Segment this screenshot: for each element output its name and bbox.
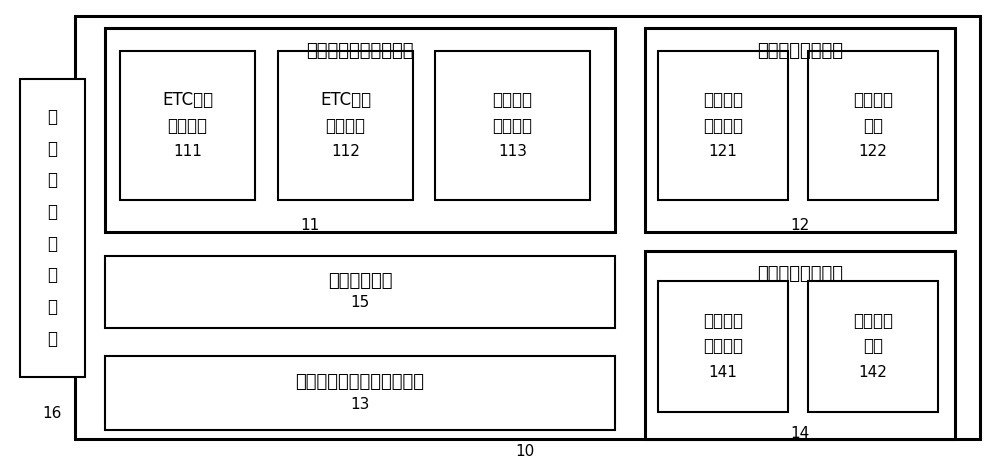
Text: 射频模块: 射频模块: [703, 117, 743, 134]
Text: 16: 16: [42, 406, 62, 421]
Bar: [435, 51, 590, 200]
Bar: [658, 51, 788, 200]
Text: 113: 113: [498, 144, 527, 159]
Text: 车地无线通信模块: 车地无线通信模块: [757, 42, 843, 60]
Text: 121: 121: [709, 144, 737, 159]
Bar: [808, 51, 938, 200]
Text: 14: 14: [790, 426, 810, 441]
Text: 10: 10: [515, 444, 535, 458]
Text: 车地通信: 车地通信: [853, 91, 893, 109]
Text: 人: 人: [48, 108, 58, 126]
Text: 射频模块: 射频模块: [703, 338, 743, 355]
Bar: [808, 281, 938, 412]
Text: 块: 块: [48, 330, 58, 347]
Text: 面: 面: [48, 266, 58, 284]
Bar: [120, 51, 255, 200]
Text: 112: 112: [331, 144, 360, 159]
Text: 车内无线通信模块: 车内无线通信模块: [757, 266, 843, 283]
Text: 车地无线: 车地无线: [703, 91, 743, 109]
Text: 扩展业务终端接入管理模块: 扩展业务终端接入管理模块: [296, 373, 424, 391]
Text: ETC发放: ETC发放: [320, 91, 371, 109]
Bar: [105, 28, 615, 232]
Text: 141: 141: [709, 365, 737, 379]
Text: 车内通信: 车内通信: [853, 312, 893, 330]
Text: 15: 15: [350, 295, 370, 311]
Bar: [645, 28, 955, 232]
Text: 车内无线: 车内无线: [703, 312, 743, 330]
Text: 内部交换总线: 内部交换总线: [328, 272, 392, 290]
Text: 扩充业务: 扩充业务: [492, 91, 532, 109]
Text: 122: 122: [859, 144, 887, 159]
Text: 界: 界: [48, 235, 58, 252]
Text: 模: 模: [48, 298, 58, 316]
Text: ETC交易: ETC交易: [162, 91, 213, 109]
Text: 13: 13: [350, 397, 370, 412]
Text: 互: 互: [48, 203, 58, 221]
Text: 142: 142: [859, 365, 887, 379]
Text: 处理模块: 处理模块: [326, 117, 366, 134]
Bar: [105, 356, 615, 430]
Bar: [105, 256, 615, 328]
Text: 天线: 天线: [863, 117, 883, 134]
Bar: [658, 281, 788, 412]
Bar: [20, 79, 85, 377]
Text: 机: 机: [48, 140, 58, 158]
Text: 处理模块: 处理模块: [168, 117, 208, 134]
Text: 天线: 天线: [863, 338, 883, 355]
Text: 11: 11: [300, 218, 320, 233]
Text: 111: 111: [173, 144, 202, 159]
Text: 交: 交: [48, 172, 58, 189]
Text: 12: 12: [790, 218, 810, 233]
Text: 基础业务数据处理模块: 基础业务数据处理模块: [306, 42, 414, 60]
Bar: [278, 51, 413, 200]
Bar: [645, 251, 955, 439]
Text: 处理模块: 处理模块: [492, 117, 532, 134]
